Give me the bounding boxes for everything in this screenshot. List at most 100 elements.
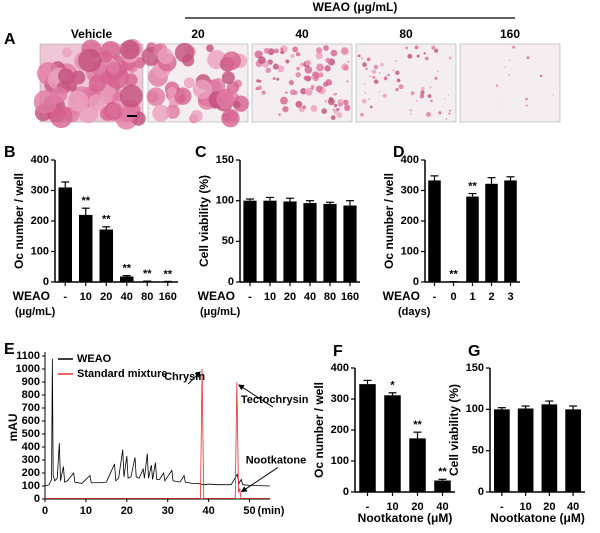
y-tick-label: 0 — [43, 276, 49, 288]
y-tick-label: 500 — [22, 428, 40, 440]
y-tick-label: 100 — [22, 480, 40, 492]
cell — [321, 108, 328, 115]
cell — [233, 100, 241, 109]
y-tick-label: 900 — [22, 376, 40, 388]
bar — [504, 180, 517, 282]
peak-label: Nootkatone — [246, 455, 307, 467]
cell — [310, 105, 318, 112]
cell — [372, 75, 376, 79]
cell — [426, 111, 431, 117]
cell — [327, 98, 335, 106]
cell — [280, 50, 285, 55]
y-tick-label: 100 — [466, 403, 484, 415]
x-tick-label: 160 — [159, 291, 177, 303]
cell — [419, 93, 425, 99]
y-tick-label: 50 — [222, 235, 234, 247]
x-tick-label: - — [500, 501, 504, 513]
y-tick-label: 100 — [216, 195, 234, 207]
cell — [363, 83, 366, 85]
bar — [99, 229, 114, 282]
x-tick-label: 20 — [121, 505, 133, 517]
cell — [361, 57, 363, 60]
cell — [392, 69, 395, 72]
peak-arrow — [238, 384, 274, 408]
cell — [398, 84, 404, 90]
panel-letter: D — [393, 144, 405, 161]
cell — [296, 66, 301, 71]
cell — [342, 99, 349, 106]
cell — [431, 45, 436, 50]
cell — [273, 48, 279, 54]
x-tick-label: 80 — [141, 291, 153, 303]
y-tick-label: 150 — [216, 154, 234, 166]
cell — [343, 65, 349, 71]
cell — [347, 60, 350, 63]
x-tick-label: 80 — [324, 291, 336, 303]
bar — [434, 480, 451, 492]
cell — [88, 94, 106, 112]
cell — [178, 94, 187, 103]
cell — [373, 79, 379, 84]
y-tick-label: 200 — [31, 215, 49, 227]
cell — [66, 80, 78, 92]
cell — [280, 96, 288, 105]
cell — [316, 63, 324, 72]
cell — [449, 109, 451, 112]
cell — [167, 86, 177, 97]
cell — [292, 46, 299, 53]
micrograph — [459, 43, 561, 123]
cell — [407, 53, 413, 59]
x-tick-label: 160 — [341, 291, 359, 303]
cell — [411, 91, 415, 95]
significance: ** — [438, 466, 447, 478]
cell — [192, 79, 213, 100]
cell — [325, 67, 328, 71]
cell — [525, 97, 528, 101]
y-tick-label: 400 — [31, 154, 49, 166]
y-tick-label: 200 — [401, 215, 419, 227]
cell — [100, 71, 114, 85]
cell — [285, 59, 290, 64]
y-axis-label: mAU — [6, 413, 20, 441]
cell — [323, 45, 329, 51]
cell — [290, 89, 296, 96]
y-tick-label: 0 — [413, 276, 419, 288]
cell — [299, 62, 305, 67]
bar — [384, 395, 401, 492]
y-tick-label: 300 — [31, 184, 49, 196]
cell — [67, 90, 89, 112]
bar — [78, 214, 93, 282]
cell — [146, 87, 166, 107]
cell — [210, 78, 226, 94]
y-tick-label: 600 — [22, 415, 40, 427]
cell — [315, 52, 323, 60]
cell — [272, 63, 279, 70]
significance: ** — [81, 195, 90, 207]
cell — [380, 62, 384, 67]
x-axis-label: WEAO — [198, 289, 235, 303]
cell — [420, 90, 425, 95]
x-tick-label: 20 — [284, 291, 296, 303]
x-tick-label: 2 — [488, 291, 494, 303]
cell — [409, 108, 413, 112]
cell — [379, 72, 381, 74]
cell — [318, 72, 324, 78]
cell — [515, 46, 516, 48]
cell — [344, 104, 351, 112]
cell — [387, 73, 390, 77]
x-tick-label: 3 — [507, 291, 513, 303]
x-tick-label: 10 — [80, 505, 92, 517]
x-tick-label: 40 — [436, 501, 448, 513]
x-axis-label: WEAO — [383, 289, 420, 303]
cell — [405, 46, 409, 50]
bar — [303, 203, 317, 282]
x-tick-label: - — [366, 501, 370, 513]
y-tick-label: 0 — [343, 486, 349, 498]
cell — [384, 94, 386, 96]
cell — [206, 44, 214, 52]
cell — [448, 56, 452, 60]
cell — [263, 47, 270, 54]
cell — [324, 99, 328, 103]
x-tick-label: 20 — [411, 501, 423, 513]
